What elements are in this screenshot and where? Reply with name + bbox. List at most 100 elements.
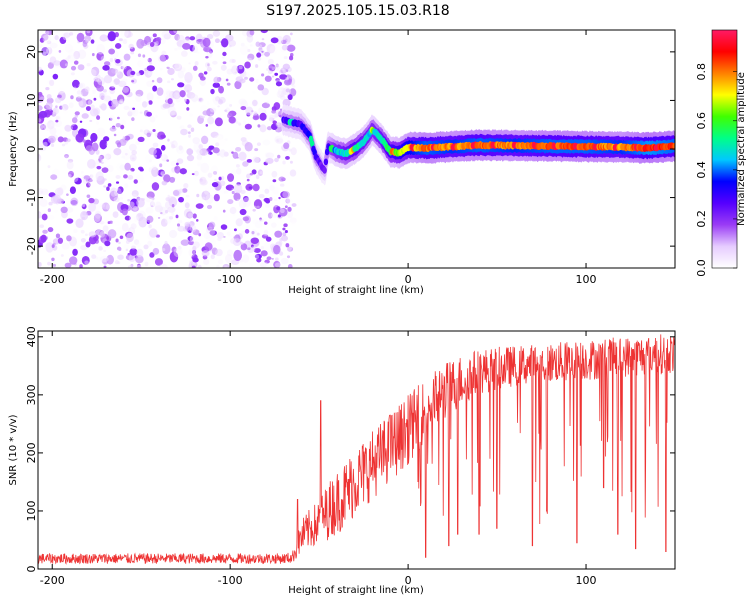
colorbar-tick-label: 0.6 <box>695 112 708 130</box>
heatmap-cell <box>76 90 82 95</box>
heatmap-cell <box>139 167 144 172</box>
heatmap-cell <box>274 112 279 118</box>
heatmap-cell <box>216 232 224 239</box>
heatmap-cell <box>145 206 154 214</box>
heatmap-cell <box>221 56 225 59</box>
heatmap-cell <box>274 64 280 71</box>
heatmap-cell <box>55 115 62 121</box>
heatmap-cell <box>103 61 111 66</box>
heatmap-cell <box>90 244 99 251</box>
heatmap-cell <box>242 197 251 208</box>
heatmap-cell <box>192 45 199 54</box>
heatmap-cell <box>184 84 193 93</box>
heatmap-cell <box>244 76 248 80</box>
heatmap-cell <box>173 92 180 98</box>
heatmap-cell <box>151 167 159 177</box>
heatmap-cell <box>252 99 258 107</box>
heatmap-cell <box>261 102 270 109</box>
heatmap-cell <box>174 33 181 41</box>
heatmap-cell <box>268 65 273 69</box>
heatmap-cell <box>131 117 135 122</box>
heatmap-cell <box>274 86 282 97</box>
heatmap-cell <box>210 254 215 260</box>
heatmap-cell <box>214 38 220 44</box>
heatmap-cell <box>128 43 134 50</box>
heatmap-cell <box>85 106 91 112</box>
heatmap-cell <box>118 38 123 42</box>
heatmap-cell <box>222 51 227 57</box>
heatmap-cell <box>141 101 148 108</box>
heatmap-cell <box>150 201 157 207</box>
heatmap-cell <box>52 73 59 80</box>
heatmap-cell <box>264 152 270 158</box>
heatmap-cell <box>187 124 192 129</box>
heatmap-cell <box>212 30 221 37</box>
heatmap-cell <box>280 95 286 100</box>
heatmap-cell <box>291 84 296 88</box>
heatmap-cell <box>213 76 220 84</box>
heatmap-cell <box>130 223 137 230</box>
heatmap-cell <box>64 124 72 132</box>
heatmap-cell <box>255 64 259 68</box>
heatmap-cell <box>60 254 64 257</box>
heatmap-cell <box>135 93 142 102</box>
heatmap-cell <box>289 217 297 224</box>
heatmap-cell <box>80 237 86 243</box>
heatmap-cell <box>283 79 292 86</box>
heatmap-cell <box>61 235 65 239</box>
heatmap-cell <box>226 68 233 75</box>
heatmap-cell <box>64 262 72 268</box>
heatmap-cell <box>261 189 265 193</box>
heatmap-cell <box>199 76 206 81</box>
y-tick-label: -10 <box>25 189 38 207</box>
heatmap-cell <box>124 215 131 221</box>
heatmap-cell <box>258 42 266 48</box>
heatmap-cell <box>276 138 280 142</box>
heatmap-cell <box>213 216 218 221</box>
heatmap-cell <box>282 63 291 70</box>
heatmap-cell <box>95 63 98 68</box>
heatmap-cell <box>284 205 288 209</box>
heatmap-cell <box>276 90 284 98</box>
heatmap-cell <box>70 126 73 130</box>
heatmap-cell <box>131 190 139 197</box>
heatmap-cell <box>88 197 95 204</box>
heatmap-cell <box>101 165 105 169</box>
heatmap-cell <box>109 220 113 224</box>
heatmap-cell <box>256 142 261 146</box>
heatmap-cell <box>55 177 63 186</box>
heatmap-cell <box>275 78 280 82</box>
heatmap-cell <box>252 90 256 95</box>
heatmap-cell <box>288 55 294 61</box>
heatmap-cell <box>75 218 84 229</box>
heatmap-cell <box>215 142 220 147</box>
heatmap-cell <box>93 42 97 48</box>
heatmap-cell <box>99 230 105 237</box>
snr-series <box>38 332 675 565</box>
colorbar-bar <box>711 29 738 269</box>
heatmap-cell <box>115 123 121 128</box>
heatmap-cell <box>131 108 139 117</box>
heatmap-cell <box>239 208 247 216</box>
heatmap-cell <box>229 123 238 130</box>
heatmap-cell <box>115 59 121 64</box>
heatmap-cell <box>280 257 289 265</box>
heatmap-cell <box>181 50 188 57</box>
heatmap-cell <box>262 139 271 146</box>
heatmap-cell <box>206 101 210 105</box>
heatmap-cell <box>91 53 95 57</box>
heatmap-cell <box>186 107 190 111</box>
heatmap-cell <box>135 89 144 97</box>
heatmap-cell <box>163 95 169 101</box>
heatmap-cell <box>254 220 263 229</box>
heatmap-cell <box>40 234 47 243</box>
heatmap-cell <box>278 240 283 245</box>
heatmap-cell <box>287 246 294 252</box>
heatmap-cell <box>120 66 124 70</box>
heatmap-cell <box>246 223 250 227</box>
heatmap-cell <box>257 111 261 115</box>
heatmap-cell <box>257 124 261 128</box>
heatmap-cell <box>205 208 214 217</box>
heatmap-cell <box>274 157 279 163</box>
heatmap-cell <box>149 115 156 123</box>
